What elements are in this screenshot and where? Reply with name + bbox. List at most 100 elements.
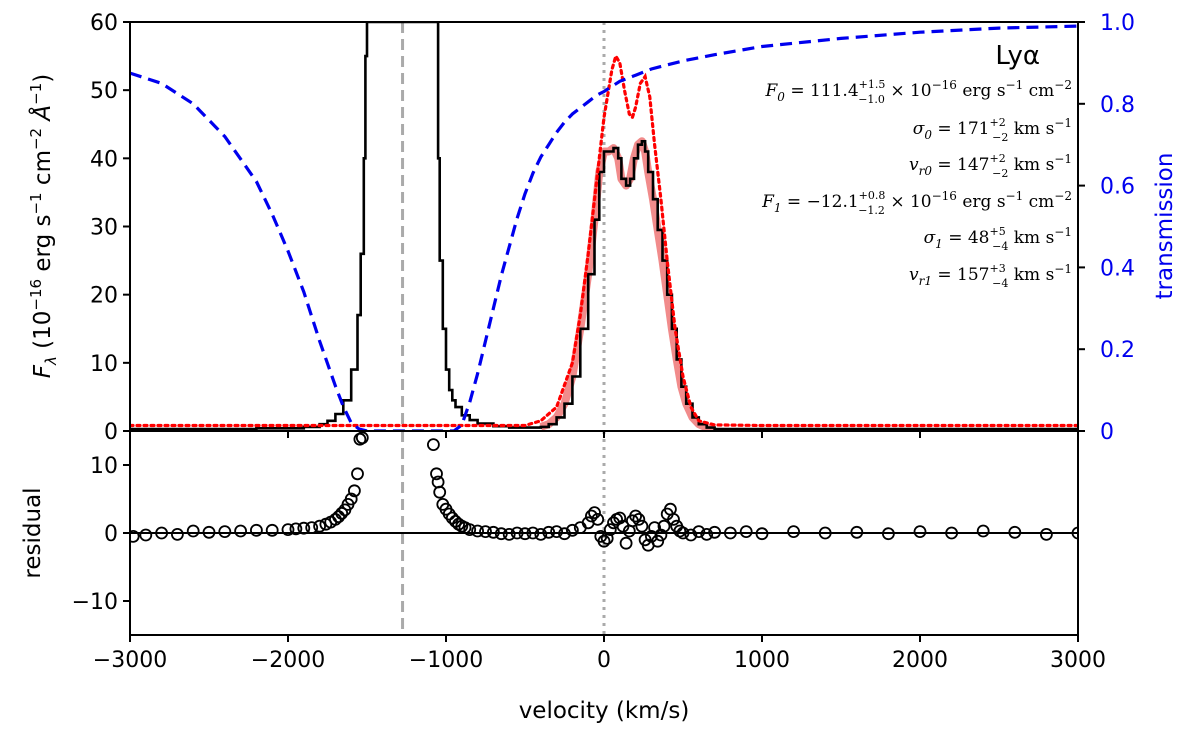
x-tick-label: −3000 — [93, 648, 167, 673]
fit-parameter-line: vr1 = 157+3 −4 km s−1 — [909, 262, 1072, 290]
right-y-tick-label: 0.4 — [1100, 256, 1135, 281]
top-y-tick-label: 10 — [90, 352, 118, 377]
right-y-tick-label: 0 — [1100, 420, 1114, 445]
residual-point — [566, 523, 579, 537]
residual-point — [433, 485, 447, 499]
param-e1: −1 — [1006, 189, 1024, 203]
line-title: Lyα — [995, 41, 1040, 71]
x-tick-label: −2000 — [251, 648, 325, 673]
fit-parameter-line: σ0 = 171+2 −2 km s−1 — [913, 116, 1072, 144]
residual-point — [430, 467, 443, 481]
residual-point — [550, 525, 563, 538]
param-sup: +0.8 — [859, 189, 886, 202]
residual-point — [692, 525, 706, 538]
top-y-tick-label: 30 — [90, 216, 118, 241]
residual-point — [170, 528, 184, 541]
param-tail2: cm — [1023, 81, 1054, 101]
residual-point — [585, 509, 598, 523]
param-sup: +3 — [990, 262, 1006, 275]
top-y-tick-label: 20 — [90, 284, 118, 309]
param-unit: km s — [1008, 119, 1054, 139]
ylabel-close: ) — [30, 74, 56, 83]
right-y-tick-label: 1.0 — [1100, 11, 1135, 36]
param-eq: = 157 — [932, 265, 990, 285]
x-tick-label: 1000 — [734, 648, 790, 673]
param-sub: 1 — [774, 201, 782, 215]
x-tick-label: 0 — [597, 648, 611, 673]
residual-point — [913, 525, 927, 538]
residual-point — [281, 523, 295, 536]
x-tick-label: −1000 — [409, 648, 483, 673]
residual-point — [613, 511, 627, 525]
param-e2: −2 — [1054, 189, 1072, 203]
top-y-axis-label: Fλ (10−16 erg s−1 cm−2 Å−1) — [27, 74, 60, 379]
param-unit: km s — [1008, 155, 1054, 175]
line-title-text: Lyα — [995, 41, 1040, 71]
param-sym: σ — [924, 228, 936, 248]
x-axis-label: velocity (km/s) — [519, 698, 690, 724]
residual-point — [648, 521, 661, 534]
residual-point — [486, 525, 500, 539]
param-tail2: cm — [1023, 192, 1054, 212]
param-sup: +2 — [990, 152, 1006, 165]
ylabel-exp1a: −1 — [27, 192, 45, 214]
top-y-tick-label: 40 — [90, 147, 118, 172]
param-lo: −1.2 — [858, 204, 885, 217]
residual-point — [882, 527, 895, 541]
param-lo: −1.0 — [858, 93, 885, 106]
top-y-tick-label: 0 — [104, 420, 118, 445]
residual-point — [265, 523, 279, 537]
residual-point — [657, 519, 671, 533]
residual-point — [724, 526, 737, 540]
residual-point — [755, 527, 769, 541]
param-eq: = −12.1 — [782, 192, 859, 212]
right-y-tick-label: 0.8 — [1100, 93, 1135, 118]
param-unit: km s — [1008, 228, 1054, 248]
param-sub: 0 — [924, 128, 932, 142]
ylabel-open: (10 — [30, 311, 56, 357]
residual-point — [305, 521, 319, 534]
right-y-tick-label: 0.6 — [1100, 175, 1135, 200]
residual-point — [155, 526, 169, 540]
residual-point — [700, 528, 714, 541]
residual-point — [344, 492, 358, 506]
residual-point — [355, 431, 369, 445]
residual-point — [739, 525, 753, 538]
observed-flux-line — [130, 22, 1078, 431]
residual-point — [558, 527, 571, 541]
residual-point — [591, 513, 605, 526]
residual-point — [502, 528, 516, 541]
param-tail: erg s — [957, 81, 1006, 101]
ylabel-angstrom: Å — [28, 105, 56, 128]
param-exp: −16 — [932, 189, 957, 203]
param-sym: σ — [913, 119, 925, 139]
param-sup: +1.5 — [859, 78, 886, 91]
residual-point — [976, 524, 990, 538]
x-tick-label: 2000 — [892, 648, 948, 673]
right-y-axis-label: transmission — [1152, 153, 1178, 300]
param-sup: +2 — [990, 116, 1006, 129]
residual-point — [676, 526, 690, 540]
residual-point — [603, 523, 617, 536]
param-sub: r1 — [919, 274, 932, 288]
param-exp: −1 — [1054, 262, 1072, 276]
residual-point — [289, 522, 303, 536]
param-eq: = 48 — [943, 228, 990, 248]
param-sub: r0 — [919, 164, 933, 178]
residual-point — [654, 528, 668, 542]
param-sup: +5 — [990, 225, 1006, 238]
ylabel-flux-symbol: F — [30, 364, 56, 378]
residual-point — [471, 524, 485, 538]
residual-point — [249, 523, 263, 537]
fit-parameter-line: vr0 = 147+2 −2 km s−1 — [909, 152, 1072, 180]
residual-y-axis-label: residual — [20, 487, 46, 578]
param-sym: v — [909, 265, 919, 285]
residual-point — [629, 509, 642, 523]
residual-point — [1040, 528, 1053, 541]
param-unit: km s — [1008, 265, 1054, 285]
x-tick-label: 3000 — [1050, 648, 1106, 673]
residual-panel-plot-area — [130, 431, 1078, 635]
residual-point — [684, 528, 698, 542]
param-eq: = 147 — [932, 155, 990, 175]
